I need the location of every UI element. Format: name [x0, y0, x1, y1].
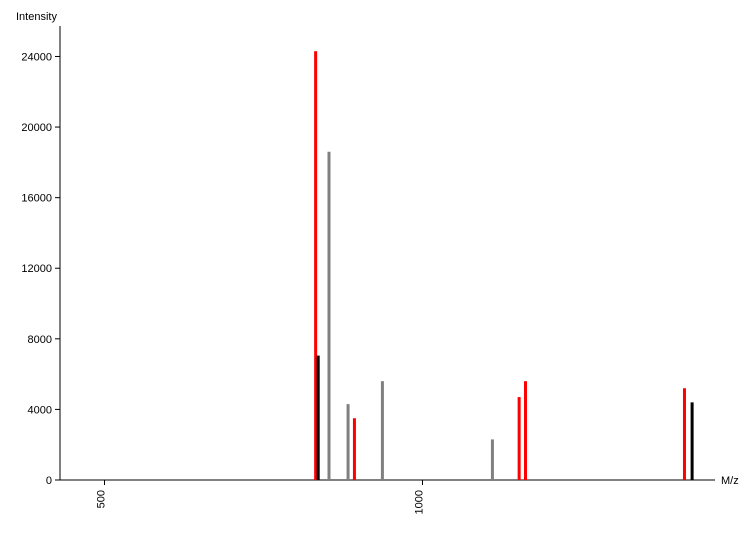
x-tick-label: 500: [96, 490, 108, 508]
spectrum-peak: [381, 381, 384, 480]
spectrum-peak: [327, 152, 330, 480]
y-tick-label: 20000: [21, 122, 52, 134]
spectrum-peak: [518, 397, 521, 480]
spectrum-peak: [353, 418, 356, 480]
y-tick-label: 12000: [21, 263, 52, 275]
spectrum-peak: [524, 381, 527, 480]
y-tick-label: 24000: [21, 51, 52, 63]
spectrum-peak: [691, 402, 694, 480]
y-tick-label: 4000: [28, 404, 52, 416]
spectrum-peak: [347, 404, 350, 480]
y-tick-label: 16000: [21, 193, 52, 205]
spectrum-svg: 0 4000 8000 12000 16000 20000 24000 Intensity 50…: [0, 0, 750, 540]
mass-spectrum-chart: 0 4000 8000 12000 16000 20000 24000 Intensity 50…: [0, 0, 750, 540]
y-tick-label: 8000: [28, 334, 52, 346]
y-axis-title: Intensity: [16, 11, 57, 23]
x-axis-title: M/z: [721, 475, 739, 487]
spectrum-peak: [317, 356, 320, 480]
x-tick-label: 1000: [413, 490, 425, 514]
y-tick-label: 0: [46, 475, 52, 487]
spectrum-peak: [683, 388, 686, 480]
spectrum-peak: [491, 439, 494, 480]
